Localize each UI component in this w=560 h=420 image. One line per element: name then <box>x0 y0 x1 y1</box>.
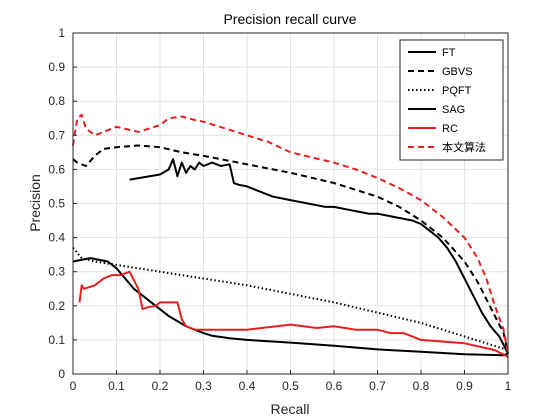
x-axis-title: Recall <box>271 401 310 417</box>
tick-labels: 0 0.1 0.2 0.3 0.4 0.5 0.6 0.7 0.8 0.9 1 0 0.1 0.2 0.3 0… <box>48 26 511 393</box>
x-tick-label: 0.9 <box>456 379 473 393</box>
legend-label-3: PQFT <box>442 85 472 97</box>
x-tick-label: 0.3 <box>195 379 212 393</box>
y-tick-label: 0.2 <box>48 299 65 313</box>
y-axis-title: Precision <box>27 174 43 232</box>
legend-label-5: RC <box>442 123 458 135</box>
series-layer <box>72 113 509 358</box>
series-line-5 <box>78 270 509 358</box>
legend-label-1: FT <box>442 47 456 59</box>
x-tick-label: 1 <box>505 379 512 393</box>
x-tick-label: 0.7 <box>369 379 386 393</box>
x-tick-label: 0.5 <box>282 379 299 393</box>
y-tick-label: 0.5 <box>48 197 65 211</box>
x-tick-label: 0.4 <box>239 379 256 393</box>
x-tick-label: 0.2 <box>152 379 169 393</box>
legend-label-2: GBVS <box>442 66 473 78</box>
x-tick-label: 0.6 <box>326 379 343 393</box>
y-tick-label: 0.6 <box>48 162 65 176</box>
y-tick-label: 0.4 <box>48 231 65 245</box>
y-tick-label: 0.1 <box>48 333 65 347</box>
x-tick-label: 0 <box>70 379 77 393</box>
legend-box <box>399 39 504 161</box>
y-tick-label: 0.3 <box>48 265 65 279</box>
y-tick-label: 0 <box>58 367 65 381</box>
legend-label-6: 本文算法 <box>442 140 486 154</box>
x-tick-label: 0.8 <box>413 379 430 393</box>
y-tick-label: 0.9 <box>48 60 65 74</box>
series-line-2 <box>72 144 509 354</box>
y-tick-label: 1 <box>58 26 65 40</box>
y-tick-label: 0.7 <box>48 128 65 142</box>
y-tick-label: 0.8 <box>48 94 65 108</box>
chart-title: Precision recall curve <box>223 11 356 27</box>
x-tick-label: 0.1 <box>108 379 125 393</box>
legend-label-4: SAG <box>442 104 465 116</box>
legend: FT GBVS PQFT SAG RC 本文算法 <box>399 39 504 161</box>
series-line-6 <box>72 113 509 354</box>
series-line-4 <box>129 158 509 354</box>
